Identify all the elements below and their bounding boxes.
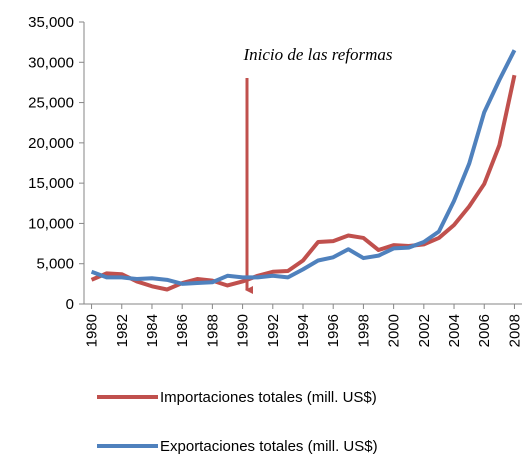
x-tick-label: 2000: [386, 314, 403, 347]
x-tick-label: 2002: [416, 314, 433, 347]
x-tick-label: 1992: [265, 314, 282, 347]
y-tick-label: 25,000: [28, 95, 74, 112]
x-tick-label: 2004: [446, 314, 463, 347]
y-tick-label: 20,000: [28, 135, 74, 152]
series-line: [90, 49, 517, 286]
x-tick-label: 1996: [325, 314, 342, 347]
annotation: Inicio de las reformas: [242, 45, 392, 64]
y-tick-label: 5,000: [36, 256, 74, 273]
y-tick-label: 30,000: [28, 54, 74, 71]
x-tick-label: 1980: [84, 314, 101, 347]
x-tick-label: 1984: [144, 314, 161, 347]
legend-label: Importaciones totales (mill. US$): [160, 389, 377, 406]
series-line: [90, 74, 517, 292]
x-tick-label: 1998: [355, 314, 372, 347]
legend-label: Exportaciones totales (mill. US$): [160, 438, 378, 455]
x-tick-label: 1994: [295, 314, 312, 347]
y-tick-label: 10,000: [28, 215, 74, 232]
x-tick-label: 1982: [114, 314, 131, 347]
x-tick-label: 1988: [204, 314, 221, 347]
x-tick-label: 2006: [476, 314, 493, 347]
x-tick-label: 1986: [174, 314, 191, 347]
y-tick-label: 15,000: [28, 175, 74, 192]
y-tick-label: 35,000: [28, 14, 74, 31]
x-tick-label: 2008: [506, 314, 523, 347]
y-tick-label: 0: [66, 296, 74, 313]
x-tick-label: 1990: [235, 314, 252, 347]
